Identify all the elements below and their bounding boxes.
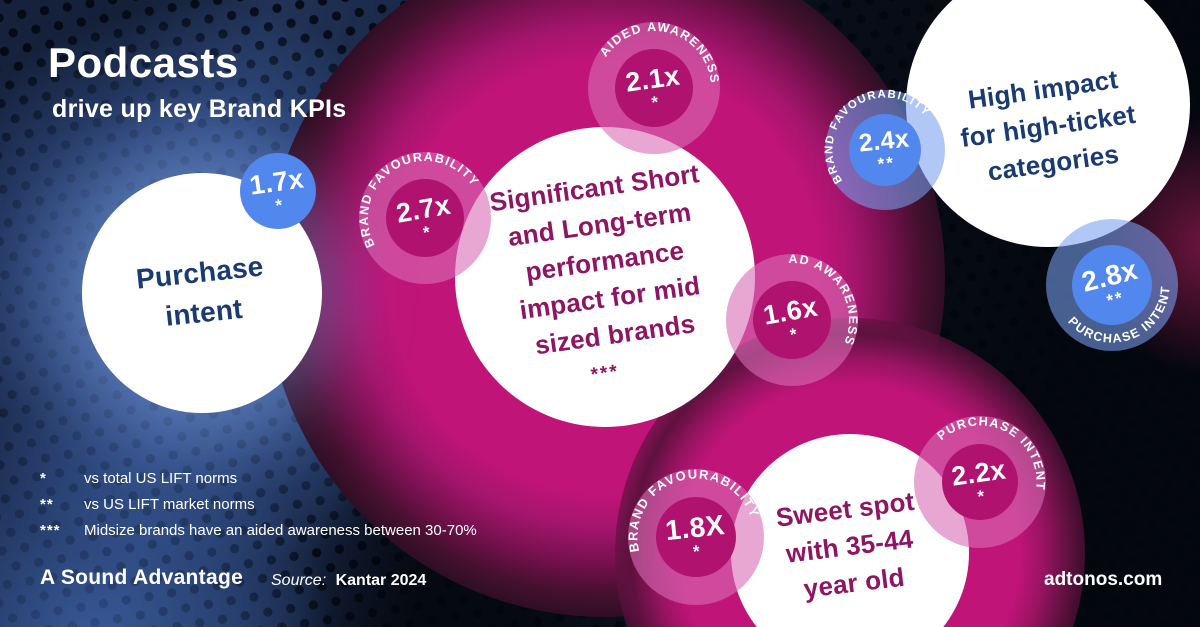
purchase-intent-lift-badge: 1.7x *: [240, 153, 316, 229]
brand-tagline: A Sound Advantage: [40, 566, 244, 589]
brand-favourability-high-ticket-value: 2.4x: [857, 124, 911, 158]
footnote-row: *** Midsize brands have an aided awarene…: [40, 518, 477, 544]
aided-awareness-value: 2.1x: [623, 60, 682, 98]
footnote-mark: *: [40, 470, 47, 487]
brand-favourability-sweet-spot-asterisks: *: [692, 541, 703, 562]
footnote-text: Midsize brands have an aided awareness b…: [84, 521, 477, 539]
footnote-row: ** vs US LIFT market norms: [40, 492, 477, 518]
purchase-intent-high-ticket-circle-graphic: PURCHASE INTENT: [1046, 219, 1178, 351]
brand-favourability-mid-value: 2.7x: [393, 189, 453, 229]
source-value: Kantar 2024: [335, 572, 427, 589]
ad-awareness-asterisks: *: [788, 323, 801, 345]
brand-favourability-high-ticket-badge: BRAND FAVOURABILITY 2.4x **: [823, 88, 945, 210]
brand-favourability-mid-badge: BRAND FAVOURABILITY 2.7x *: [357, 150, 491, 284]
source-line: Source: Kantar 2024: [271, 572, 426, 590]
footnote-mark: **: [40, 495, 54, 513]
high-ticket-card: High impact for high-ticket categories: [906, 0, 1190, 247]
ad-awareness-value: 1.6x: [760, 291, 820, 331]
purchase-intent-sweet-spot-badge: PURCHASE INTENT 2.2x *: [914, 414, 1046, 548]
aided-awareness-circle-graphic: AIDED AWARENESS: [588, 20, 721, 154]
brand-favourability-mid-value-group: 2.7x *: [349, 142, 502, 295]
purchase-intent-sweet-spot-value: 2.2x: [949, 454, 1008, 492]
purchase-intent-high-ticket-asterisks: **: [1104, 288, 1127, 311]
mid-sized-brands-card-text: Significant Short and Long-term performa…: [487, 155, 722, 367]
brand-favourability-sweet-spot-circle-graphic: BRAND FAVOURABILITY: [625, 466, 764, 605]
brand-favourability-sweet-spot-badge: BRAND FAVOURABILITY 1.8X *: [625, 466, 764, 605]
purchase-intent-lift-circle-graphic: [240, 153, 316, 229]
mid-sized-brands-card: Significant Short and Long-term performa…: [455, 127, 755, 427]
footnote-mark: ***: [40, 521, 61, 539]
website-url: adtonos.com: [1044, 569, 1163, 590]
brand-favourability-sweet-spot-value-group: 1.8X *: [621, 462, 770, 611]
title-subtitle: drive up key Brand KPIs: [52, 95, 347, 124]
brand-favourability-sweet-spot-value: 1.8X: [663, 509, 727, 547]
purchase-intent-card-text: Purchase intent: [134, 247, 269, 339]
aided-awareness-badge: AIDED AWARENESS 2.1x *: [588, 20, 721, 154]
ad-awareness-badge: AD AWARENESS 1.6x *: [726, 252, 859, 386]
ad-awareness-value-group: 1.6x *: [716, 244, 869, 397]
ad-awareness-circle-graphic: AD AWARENESS: [726, 252, 859, 386]
page-title: Podcasts drive up key Brand KPIs: [48, 39, 347, 124]
purchase-intent-sweet-spot-asterisks: *: [976, 486, 988, 507]
purchase-intent-lift-value: 1.7x: [247, 163, 306, 201]
brand-favourability-mid-circle-graphic: BRAND FAVOURABILITY: [357, 150, 491, 284]
purchase-intent-lift-value-group: 1.7x *: [235, 148, 321, 234]
footnote-text: vs total US LIFT norms: [84, 470, 238, 487]
high-ticket-card-text: High impact for high-ticket categories: [953, 59, 1143, 193]
brand-favourability-high-ticket-asterisks: **: [876, 152, 896, 174]
source-label: Source:: [271, 572, 327, 589]
aided-awareness-asterisks: *: [650, 92, 662, 113]
brand-favourability-high-ticket-value-group: 2.4x **: [819, 84, 951, 216]
purchase-intent-high-ticket-badge: PURCHASE INTENT 2.8x **: [1046, 219, 1178, 351]
brand-favourability-mid-asterisks: *: [421, 221, 434, 243]
footnote-text: vs US LIFT market norms: [84, 495, 255, 513]
triple-asterisk-mark: ***: [589, 361, 621, 387]
purchase-intent-sweet-spot-circle-graphic: PURCHASE INTENT: [914, 414, 1046, 548]
sweet-spot-card-text: Sweet spot with 35-44 year old: [774, 483, 926, 610]
brand-favourability-high-ticket-circle-graphic: BRAND FAVOURABILITY: [823, 88, 945, 210]
purchase-intent-sweet-spot-value-group: 2.2x *: [905, 407, 1054, 556]
purchase-intent-lift-asterisks: *: [274, 195, 286, 216]
title-main: Podcasts: [48, 39, 239, 86]
footnote-row: * vs total US LIFT norms: [40, 466, 477, 492]
aided-awareness-value-group: 2.1x *: [579, 13, 728, 162]
footnotes: * vs total US LIFT norms ** vs US LIFT m…: [40, 466, 477, 544]
